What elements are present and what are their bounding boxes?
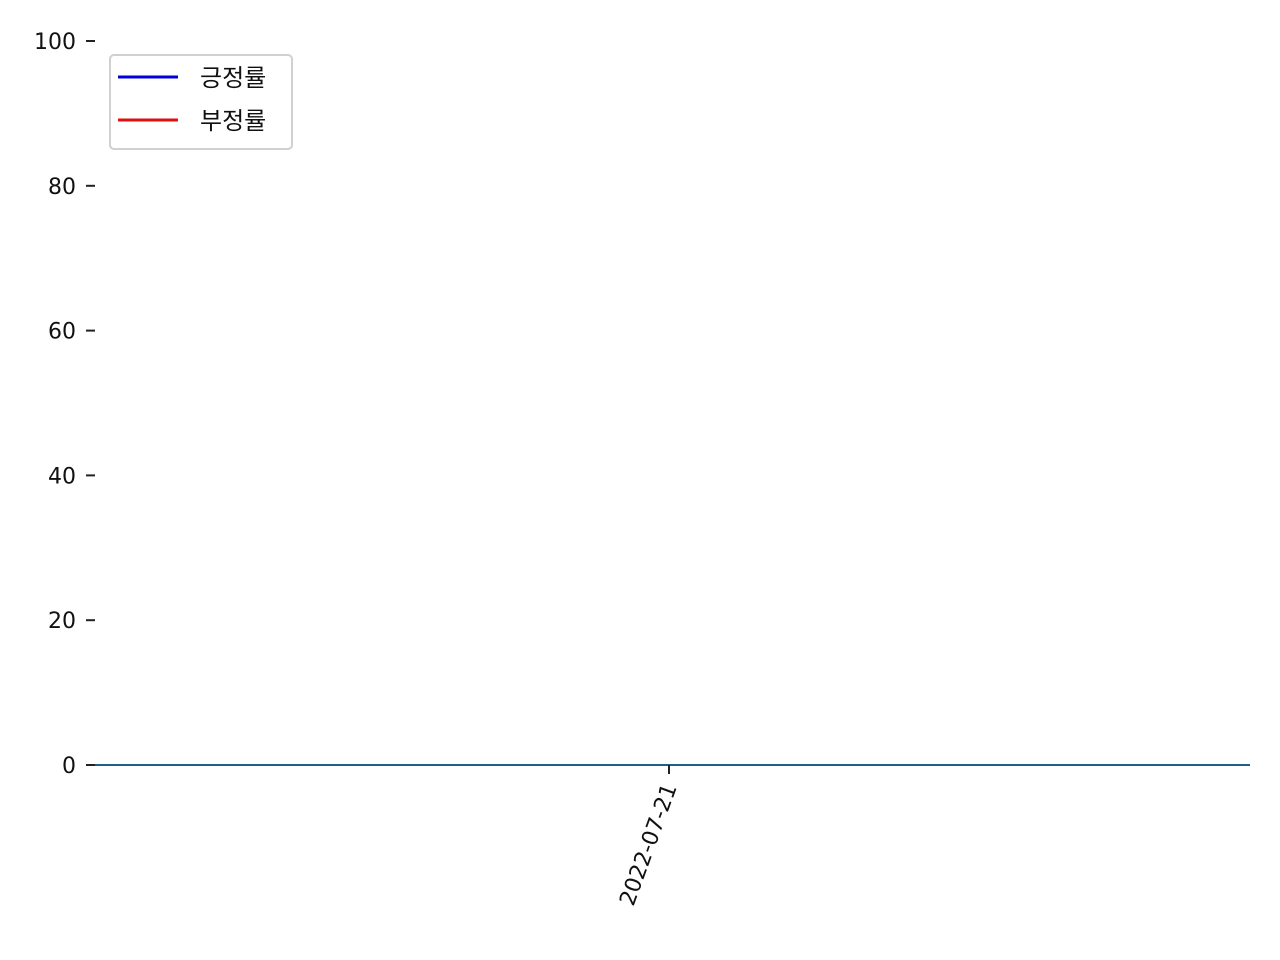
y-tick-label: 0 [62, 754, 76, 779]
legend-label-negative: 부정률 [200, 107, 266, 135]
y-tick-label: 80 [48, 175, 76, 200]
y-tick-label: 20 [48, 609, 76, 634]
y-tick-label: 60 [48, 320, 76, 345]
y-axis: 0 20 40 60 80 100 [34, 30, 95, 779]
y-tick-label: 100 [34, 30, 76, 55]
x-axis: 2022-07-21 [615, 765, 683, 910]
legend-label-positive: 긍정률 [200, 64, 266, 92]
x-tick-label: 2022-07-21 [615, 781, 682, 910]
legend: 긍정률 부정률 [109, 54, 293, 150]
y-tick-label: 40 [48, 464, 76, 489]
